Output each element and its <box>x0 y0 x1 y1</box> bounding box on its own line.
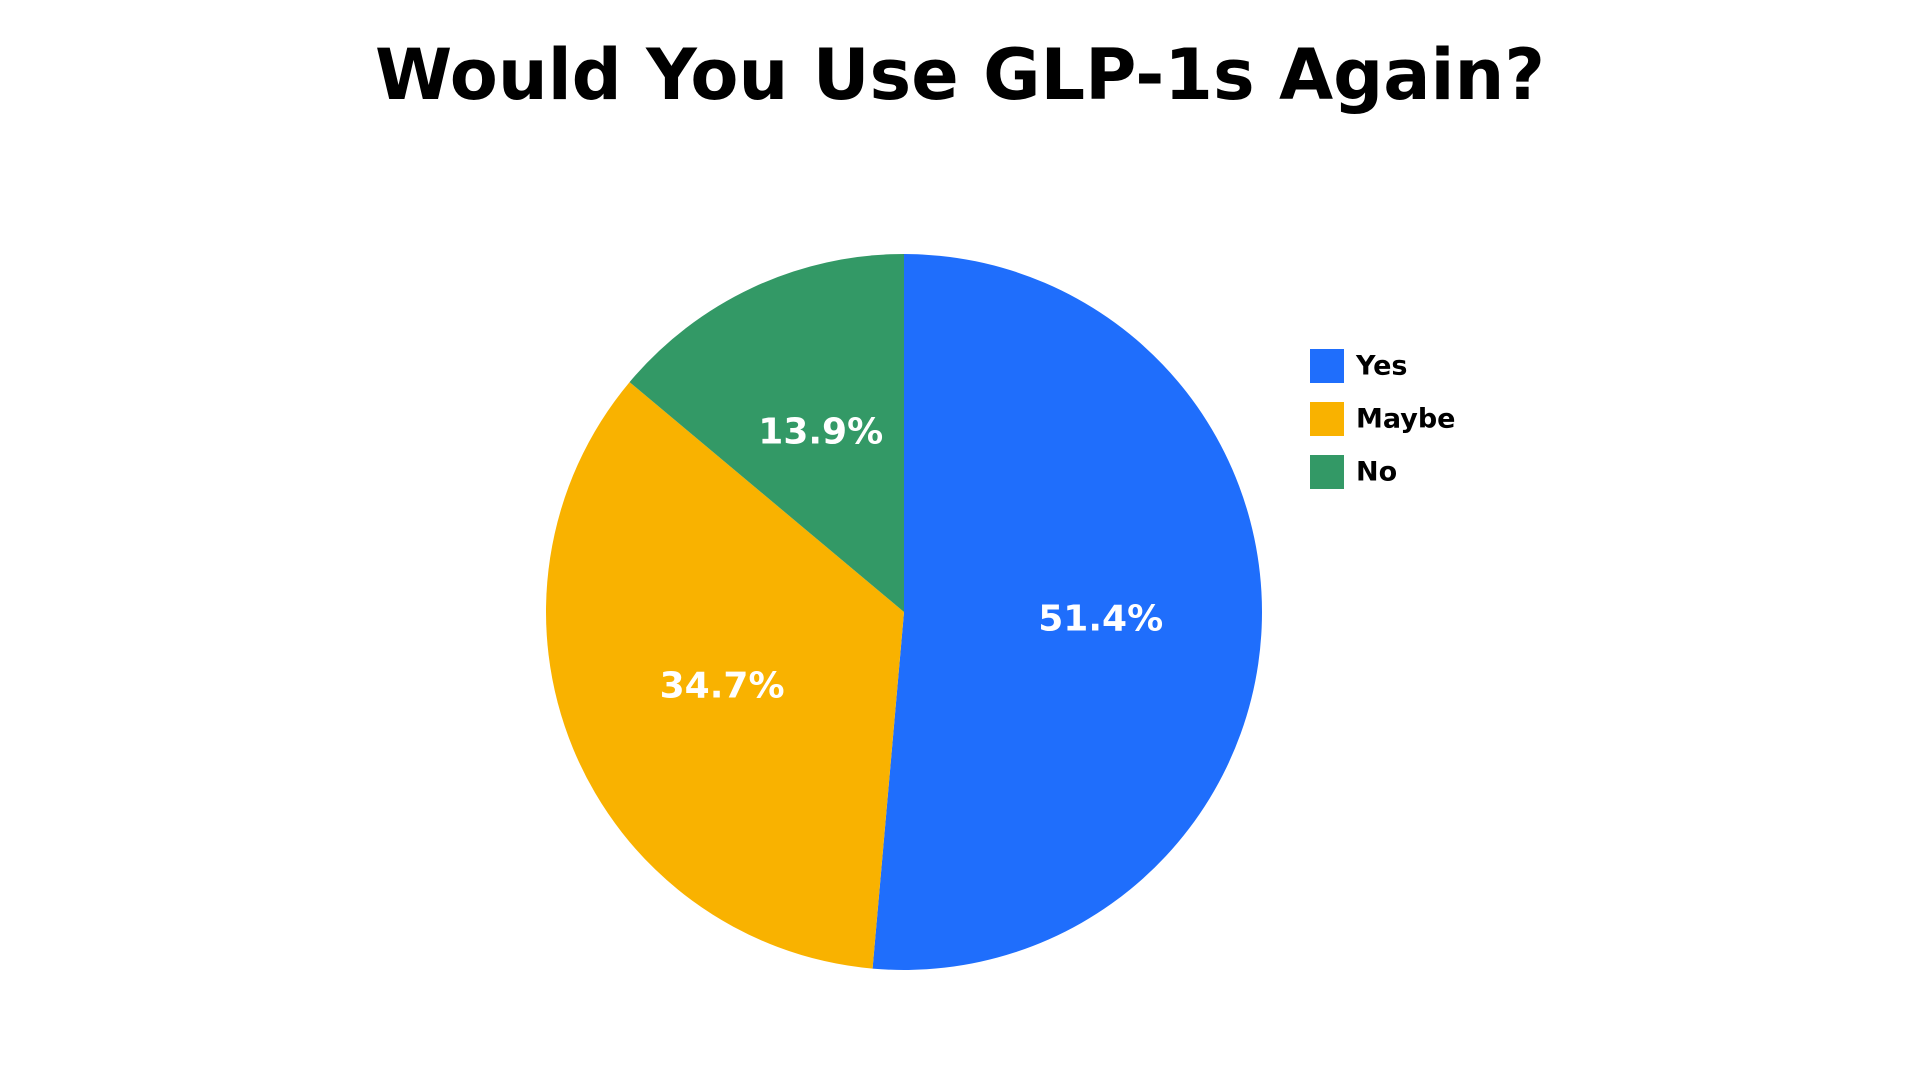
legend-label: Maybe <box>1356 404 1456 435</box>
legend-swatch <box>1310 455 1344 489</box>
pie-slice <box>545 382 904 969</box>
pie-slice <box>629 254 904 612</box>
legend-swatch <box>1310 402 1344 436</box>
chart-title: Would You Use GLP-1s Again? <box>375 34 1545 116</box>
legend-label: Yes <box>1355 351 1407 382</box>
data-label: 13.9% <box>758 412 883 453</box>
data-label: 34.7% <box>660 665 785 706</box>
legend-swatch <box>1310 349 1344 383</box>
legend-label: No <box>1356 457 1397 488</box>
data-label: 51.4% <box>1038 599 1163 640</box>
pie-slice <box>872 254 1262 970</box>
